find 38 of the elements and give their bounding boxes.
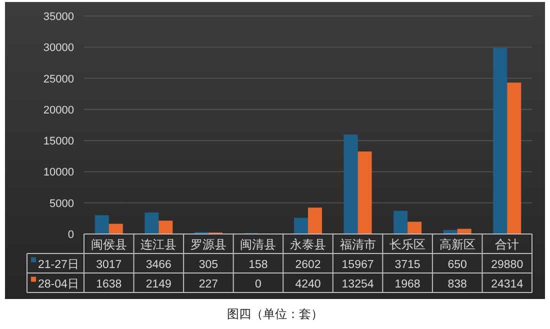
y-tick-label: 0 — [68, 229, 74, 241]
legend-label: 21-27日 — [38, 258, 80, 271]
data-label: 1968 — [394, 278, 420, 290]
x-tick-label: 闽侯县 — [90, 237, 127, 252]
y-tick-label: 25000 — [43, 73, 74, 86]
data-label: 650 — [448, 258, 467, 271]
data-label: 305 — [198, 258, 218, 271]
data-label: 13254 — [342, 278, 374, 290]
data-label: 3466 — [146, 258, 172, 271]
x-tick-label: 长乐区 — [390, 237, 426, 252]
data-label: 29880 — [491, 258, 524, 271]
data-label: 3017 — [96, 258, 122, 271]
data-label: 3715 — [394, 258, 420, 271]
data-label: 15967 — [342, 258, 374, 271]
y-tick-label: 5000 — [50, 198, 74, 210]
legend-label: 28-04日 — [38, 277, 80, 290]
x-tick-label: 永泰县 — [290, 237, 326, 252]
data-label: 2149 — [146, 278, 172, 290]
y-tick-label: 10000 — [43, 166, 74, 179]
data-label: 1638 — [96, 278, 122, 290]
x-tick-label: 合计 — [495, 237, 520, 252]
text: 图四（单位：套） — [227, 307, 323, 321]
y-tick-label: 20000 — [43, 104, 74, 116]
x-tick-label: 福清市 — [340, 237, 376, 252]
y-tick-label: 35000 — [43, 11, 74, 23]
data-label: 2602 — [295, 258, 321, 271]
data-label: 838 — [448, 278, 467, 290]
x-tick-label: 闽清县 — [240, 237, 276, 252]
x-tick-label: 罗源县 — [190, 237, 226, 252]
y-tick-label: 30000 — [43, 42, 74, 54]
data-label: 4240 — [295, 278, 321, 290]
y-tick-label: 15000 — [43, 136, 74, 148]
data-label: 158 — [248, 258, 268, 271]
x-tick-label: 连江县 — [140, 237, 177, 252]
data-label: 227 — [198, 278, 218, 290]
data-label: 0 — [255, 278, 262, 290]
data-label: 24314 — [491, 278, 524, 290]
x-tick-label: 高新区 — [439, 237, 476, 252]
